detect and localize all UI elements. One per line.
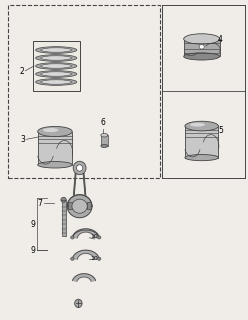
Polygon shape [68,173,91,206]
Ellipse shape [190,123,205,127]
Ellipse shape [43,128,58,132]
Text: 2: 2 [19,67,24,76]
Ellipse shape [38,126,72,137]
Ellipse shape [185,155,218,161]
Ellipse shape [101,144,108,148]
Text: 9: 9 [30,220,35,228]
Polygon shape [72,250,99,259]
Ellipse shape [184,53,220,60]
Text: 5: 5 [218,126,223,135]
Ellipse shape [41,80,72,84]
Ellipse shape [41,48,72,52]
Ellipse shape [61,197,66,202]
Polygon shape [73,274,95,281]
Bar [185,126,218,158]
Ellipse shape [35,71,77,77]
Text: 10: 10 [91,256,98,260]
Ellipse shape [41,72,72,76]
Ellipse shape [41,56,72,60]
Bar [8,5,160,178]
Bar [62,201,65,236]
Ellipse shape [97,257,101,260]
Ellipse shape [38,162,72,168]
Ellipse shape [75,299,82,308]
Bar [101,135,108,146]
Text: 6: 6 [101,118,105,127]
Bar [38,132,72,165]
Ellipse shape [35,47,77,53]
Text: 4: 4 [218,35,223,44]
Ellipse shape [73,161,86,175]
Ellipse shape [72,199,87,213]
Ellipse shape [71,236,74,239]
Bar [68,202,73,209]
Ellipse shape [199,44,204,49]
Polygon shape [67,206,92,218]
Polygon shape [67,195,92,206]
Ellipse shape [35,55,77,61]
Ellipse shape [101,133,108,137]
Ellipse shape [35,63,77,69]
Ellipse shape [185,121,218,131]
Ellipse shape [71,257,74,260]
Bar [33,41,80,91]
Polygon shape [72,229,99,238]
Text: 10: 10 [91,234,98,239]
Ellipse shape [35,79,77,85]
Bar [87,202,92,209]
Text: 9: 9 [30,246,35,255]
Bar [184,39,220,56]
Ellipse shape [184,34,220,44]
Text: 7: 7 [37,198,42,207]
Ellipse shape [41,64,72,68]
Text: 3: 3 [20,135,25,144]
Ellipse shape [76,165,83,171]
Ellipse shape [97,236,101,239]
